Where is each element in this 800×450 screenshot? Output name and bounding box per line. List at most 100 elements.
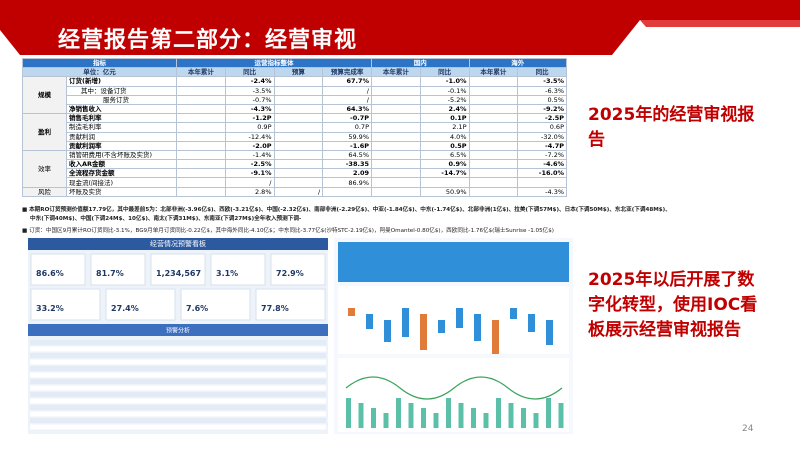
value-cell xyxy=(273,113,324,124)
header-cell: 运营指标整体 xyxy=(176,57,372,69)
bar-shape xyxy=(346,398,351,428)
table-row: 全流程存货金额 -9.1% 2.09 -14.7% -16.0% xyxy=(23,168,567,179)
bar-shape xyxy=(528,314,535,332)
bar-shape xyxy=(348,308,355,316)
value-cell: -6.3% xyxy=(517,85,567,96)
value-cell xyxy=(371,168,421,179)
table-row: 收入AR金额 -2.5% -38.35 0.9% -4.6% xyxy=(23,159,567,170)
kpi-tile xyxy=(105,288,176,321)
value-cell: -9.2% xyxy=(517,103,567,115)
bar-shape xyxy=(371,408,376,428)
value-cell: 2.4% xyxy=(419,103,470,115)
value-cell xyxy=(322,186,372,197)
header-cell: 单位：亿元 xyxy=(22,67,177,78)
value-cell xyxy=(176,94,226,105)
table-row: 效率 销管研费用(不含坏账及实货) -1.4% 64.5% 6.5% -7.2% xyxy=(22,149,567,188)
table-row: 贡献利润率 -2.0P -1.6P 0.5P -4.7P xyxy=(23,140,567,151)
value-cell xyxy=(371,85,421,96)
row-label: 订货(新增) xyxy=(66,76,177,87)
value-cell: -12.4% xyxy=(224,131,275,142)
bar-shape xyxy=(396,398,401,428)
value-cell xyxy=(371,149,421,161)
value-cell xyxy=(468,94,519,105)
table-row: 其中：设备订货 -3.5% / -0.1% -6.3% xyxy=(23,85,567,96)
value-cell: / xyxy=(273,186,324,197)
header-row: 指标 运营指标整体 国内 海外 xyxy=(22,57,567,69)
row-label: 服务订货 xyxy=(66,94,177,105)
value-cell xyxy=(273,159,324,170)
header-cell: 同比 xyxy=(419,67,470,78)
kpi-tile xyxy=(210,253,266,286)
kpi-value: 7.6% xyxy=(186,304,208,313)
value-cell xyxy=(273,168,324,179)
value-cell xyxy=(176,122,226,133)
value-cell xyxy=(371,113,421,124)
table-row: 现金流(间接法) / 86.9% xyxy=(23,177,567,188)
value-cell: 0.6P xyxy=(517,122,567,133)
group-cell: 效率 xyxy=(22,149,67,188)
table-stripe xyxy=(30,418,326,423)
table-row: 制造毛利率 0.9P 0.7P 2.1P 0.6P xyxy=(23,122,567,133)
value-cell xyxy=(273,85,324,96)
dashboard-title: 经营情况预警看板 xyxy=(150,239,206,248)
table-row: 净销售收入 -4.3% 64.3% 2.4% -9.2% xyxy=(23,103,567,115)
header-cell: 同比 xyxy=(517,67,567,78)
value-cell: -2.5% xyxy=(224,159,275,170)
header-cell: 海外 xyxy=(468,57,567,69)
value-cell: -4.6% xyxy=(517,159,567,170)
bar-shape xyxy=(533,413,539,428)
value-cell: -0.7P xyxy=(322,113,372,124)
value-cell: -2.4% xyxy=(224,76,275,87)
value-cell: -1.2P xyxy=(224,113,275,124)
value-cell: 64.5% xyxy=(322,149,372,161)
header-cell: 本年累计 xyxy=(468,67,519,78)
value-cell: -0.7% xyxy=(224,94,275,105)
value-cell: -9.1% xyxy=(224,168,275,179)
table-stripe xyxy=(30,340,326,345)
value-cell: 4.0% xyxy=(419,131,470,142)
value-cell xyxy=(468,149,519,161)
row-label: 制造毛利率 xyxy=(66,122,177,133)
kpi-value: 77.8% xyxy=(261,304,289,313)
note: 中东(下调40M$)、中国(下调24M$、10亿$)、南太(下调31M$)、东南… xyxy=(30,216,302,222)
value-cell: 0.5P xyxy=(419,140,470,151)
note: ■ 订货：中国区9月累计RO订货同比-3.1%，BG9月单月订货同比-0.22亿… xyxy=(22,228,554,234)
bar-shape xyxy=(496,398,501,428)
callout: 2025年以后开展了数字化转型，使用IOC看板展示经营审视报告 xyxy=(588,270,758,340)
row-label: 贡献利润率 xyxy=(66,140,177,151)
value-cell: -14.7% xyxy=(419,168,470,179)
table-row: 服务订货 -0.7% / -5.2% 0.5% xyxy=(23,94,567,105)
value-cell: -38.35 xyxy=(322,159,372,170)
value-cell: 0.9% xyxy=(419,159,470,170)
value-cell: 2.09 xyxy=(322,168,372,179)
value-cell xyxy=(371,177,421,188)
value-cell: -1.4% xyxy=(224,149,275,161)
bar-shape xyxy=(433,413,439,428)
bar-shape xyxy=(384,320,391,342)
value-cell xyxy=(176,103,226,115)
value-cell: -1.0% xyxy=(419,76,470,87)
value-cell xyxy=(371,159,421,170)
value-cell xyxy=(273,177,324,188)
kpi-value: 86.6% xyxy=(36,269,64,278)
value-cell: / xyxy=(322,94,372,105)
value-cell: -4.3% xyxy=(224,103,275,115)
table-stripe xyxy=(30,379,326,384)
value-cell: -4.7P xyxy=(517,140,567,151)
value-cell: -3.5% xyxy=(517,76,567,87)
value-cell: -5.2% xyxy=(419,94,470,105)
kpi-value: 33.2% xyxy=(36,304,64,313)
table-row: 风险 坏账及实货 2.8%/ 50.9% -4.3% xyxy=(22,186,567,197)
value-cell xyxy=(468,168,519,179)
bar-shape xyxy=(421,408,426,428)
value-cell xyxy=(468,177,519,188)
value-cell xyxy=(176,159,226,170)
table-stripe xyxy=(30,359,326,365)
bar-shape xyxy=(456,308,463,328)
value-cell xyxy=(176,168,226,179)
value-cell xyxy=(468,159,519,170)
table-stripe xyxy=(30,398,326,404)
header-cell: 本年累计 xyxy=(371,67,421,78)
table-stripe xyxy=(30,385,326,391)
value-cell xyxy=(273,149,324,161)
